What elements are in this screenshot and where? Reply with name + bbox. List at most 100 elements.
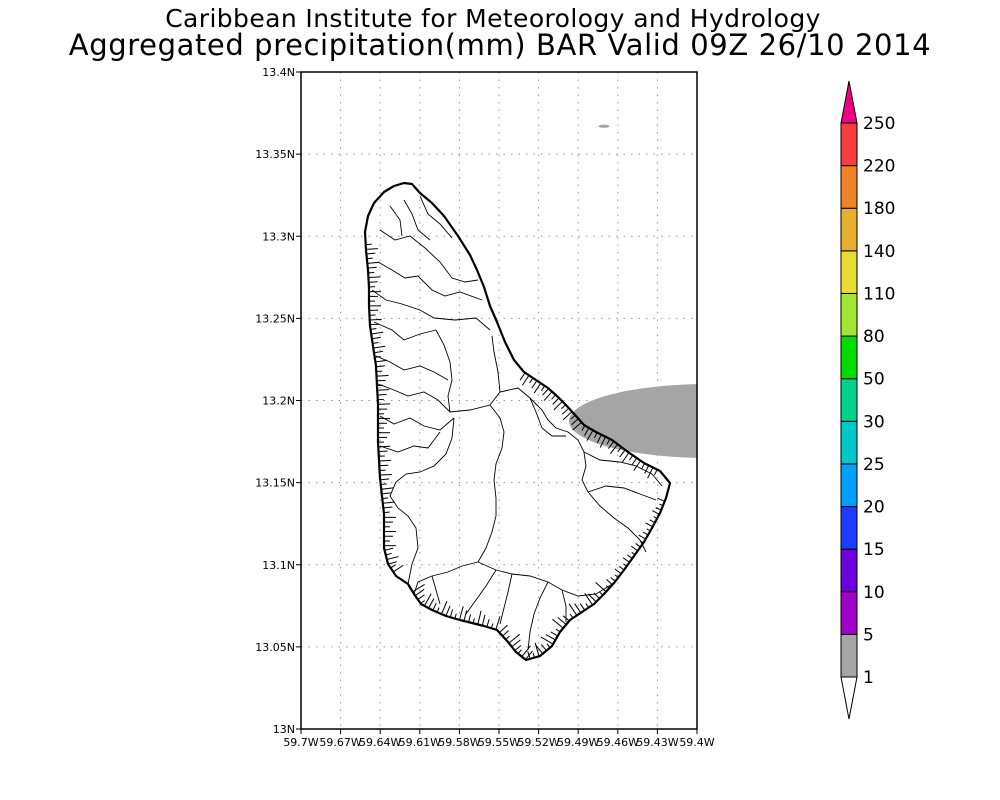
coastal-drainage-line bbox=[545, 634, 556, 641]
x-tick-label: 59.55W bbox=[478, 736, 520, 749]
colorbar-under-arrow bbox=[840, 676, 858, 720]
coastal-drainage-line bbox=[376, 375, 389, 377]
coastal-drainage-line bbox=[366, 252, 376, 255]
y-tick-label: 13.1N bbox=[262, 559, 295, 572]
coastal-drainage-line bbox=[535, 644, 544, 654]
coastal-drainage-line bbox=[583, 427, 590, 436]
coastal-drainage-line bbox=[572, 421, 582, 431]
colorbar-segment bbox=[840, 335, 858, 380]
title-line-2: Aggregated precipitation(mm) BAR Valid 0… bbox=[68, 28, 932, 62]
coastal-drainage-line bbox=[428, 598, 435, 609]
coastal-drainage-line bbox=[367, 261, 380, 264]
coastal-drainage-line bbox=[628, 455, 634, 461]
coastal-drainage-line bbox=[499, 624, 508, 633]
colorbar-segment bbox=[840, 250, 858, 294]
coastal-drainage-line bbox=[627, 554, 633, 559]
coastal-drainage-line bbox=[552, 397, 560, 405]
coastal-drainage-line bbox=[502, 630, 509, 637]
coastal-drainage-line bbox=[557, 617, 567, 625]
coastal-drainage-line bbox=[532, 652, 535, 658]
colorbar-label: 250 bbox=[863, 114, 895, 134]
coastal-drainage-line bbox=[371, 331, 384, 335]
coastal-drainage-line bbox=[436, 607, 440, 613]
coastal-drainage-line bbox=[441, 600, 448, 615]
coastal-drainage-line bbox=[659, 503, 664, 507]
coastal-drainage-line bbox=[631, 457, 638, 466]
colorbar-label: 1 bbox=[863, 668, 874, 688]
coastal-drainage-line bbox=[581, 425, 586, 431]
map-axes: 59.7W 59.67W59.64W59.61W59.58W59.55W59.52… bbox=[255, 66, 715, 749]
colorbar-label: 50 bbox=[863, 370, 885, 390]
coastal-drainage-line bbox=[621, 452, 630, 463]
coastal-drainage-line bbox=[380, 483, 387, 486]
coastal-drainage-line bbox=[614, 568, 622, 575]
coastal-drainage-line bbox=[569, 613, 574, 619]
x-tick-label: 59.58W bbox=[438, 736, 480, 749]
coastal-drainage-line bbox=[657, 497, 665, 502]
coastal-drainage-line bbox=[555, 628, 561, 633]
coastal-drainage-line bbox=[623, 563, 628, 567]
coastal-drainage-line bbox=[458, 606, 464, 620]
coastal-drainage-line bbox=[449, 609, 454, 618]
x-tick-label: 59.43W bbox=[636, 736, 678, 749]
coastal-drainage-line bbox=[412, 584, 425, 593]
coastal-drainage-line bbox=[635, 543, 641, 548]
colorbar-label: 5 bbox=[863, 625, 874, 645]
coastal-drainage-line bbox=[420, 600, 425, 604]
coastal-drainage-line bbox=[534, 642, 540, 657]
coastal-drainage-line bbox=[645, 522, 653, 528]
coastal-drainage-line bbox=[381, 487, 394, 490]
coastal-drainage-line bbox=[610, 577, 616, 582]
coastal-drainage-line bbox=[584, 593, 593, 606]
colorbar-segment bbox=[840, 420, 858, 465]
coastal-drainage-line bbox=[375, 359, 388, 363]
precip-area bbox=[569, 384, 697, 458]
coastal-drainage-line bbox=[521, 645, 531, 657]
coastal-drainage-line bbox=[540, 385, 546, 392]
coastal-drainage-line bbox=[617, 446, 622, 453]
coastal-drainage-line bbox=[531, 380, 538, 389]
coastal-drainage-line bbox=[511, 639, 521, 648]
coastal-drainage-line bbox=[486, 619, 490, 628]
coastal-drainage-line bbox=[375, 365, 386, 368]
coastal-drainage-line bbox=[596, 434, 602, 443]
x-tick-label: 59.61W bbox=[399, 736, 441, 749]
coastal-drainage-line bbox=[606, 438, 611, 445]
coastal-drainage-line bbox=[653, 516, 658, 519]
y-tick-label: 13.05N bbox=[255, 641, 295, 654]
coastal-drainage-line bbox=[551, 394, 556, 400]
coastal-drainage-lines bbox=[365, 243, 665, 660]
x-tick-label: 59.46W bbox=[597, 736, 639, 749]
colorbar-label: 20 bbox=[863, 498, 885, 518]
coastal-drainage-line bbox=[517, 649, 522, 655]
coastal-drainage-line bbox=[546, 643, 551, 648]
coastal-drainage-line bbox=[432, 602, 437, 611]
coastal-drainage-line bbox=[568, 603, 578, 616]
coastal-drainage-line bbox=[508, 633, 521, 644]
y-tick-label: 13.35N bbox=[255, 148, 295, 161]
coastal-drainage-line bbox=[383, 506, 393, 509]
y-tick-label: 13.25N bbox=[255, 312, 295, 325]
coastal-drainage-line bbox=[372, 341, 379, 344]
colorbar-label: 30 bbox=[863, 412, 885, 432]
coastal-drainage-line bbox=[593, 432, 598, 439]
title-line-1: Caribbean Institute for Meteorology and … bbox=[165, 4, 821, 33]
coastal-drainage-line bbox=[417, 594, 425, 600]
x-tick-label: 59.7W bbox=[283, 736, 318, 749]
coastal-drainage-line bbox=[392, 564, 404, 573]
coastal-drainage-line bbox=[606, 579, 613, 586]
coastal-drainage-line bbox=[369, 318, 382, 321]
coastal-drainage-line bbox=[367, 266, 377, 269]
coastal-drainage-line bbox=[638, 534, 646, 540]
x-tick-label: 59.4W bbox=[679, 736, 714, 749]
coastal-drainage-line bbox=[614, 574, 619, 578]
coastal-drainage-line bbox=[463, 610, 468, 622]
coastal-drainage-line bbox=[383, 511, 390, 514]
coastal-drainage-line bbox=[424, 593, 432, 607]
coastal-drainage-line bbox=[574, 603, 582, 614]
colorbar-label: 80 bbox=[863, 327, 885, 347]
coastal-drainage-line bbox=[570, 414, 576, 420]
coastal-drainage-line bbox=[652, 510, 660, 515]
precipitation-layer bbox=[569, 124, 697, 458]
coastal-drainage-line bbox=[562, 411, 573, 421]
